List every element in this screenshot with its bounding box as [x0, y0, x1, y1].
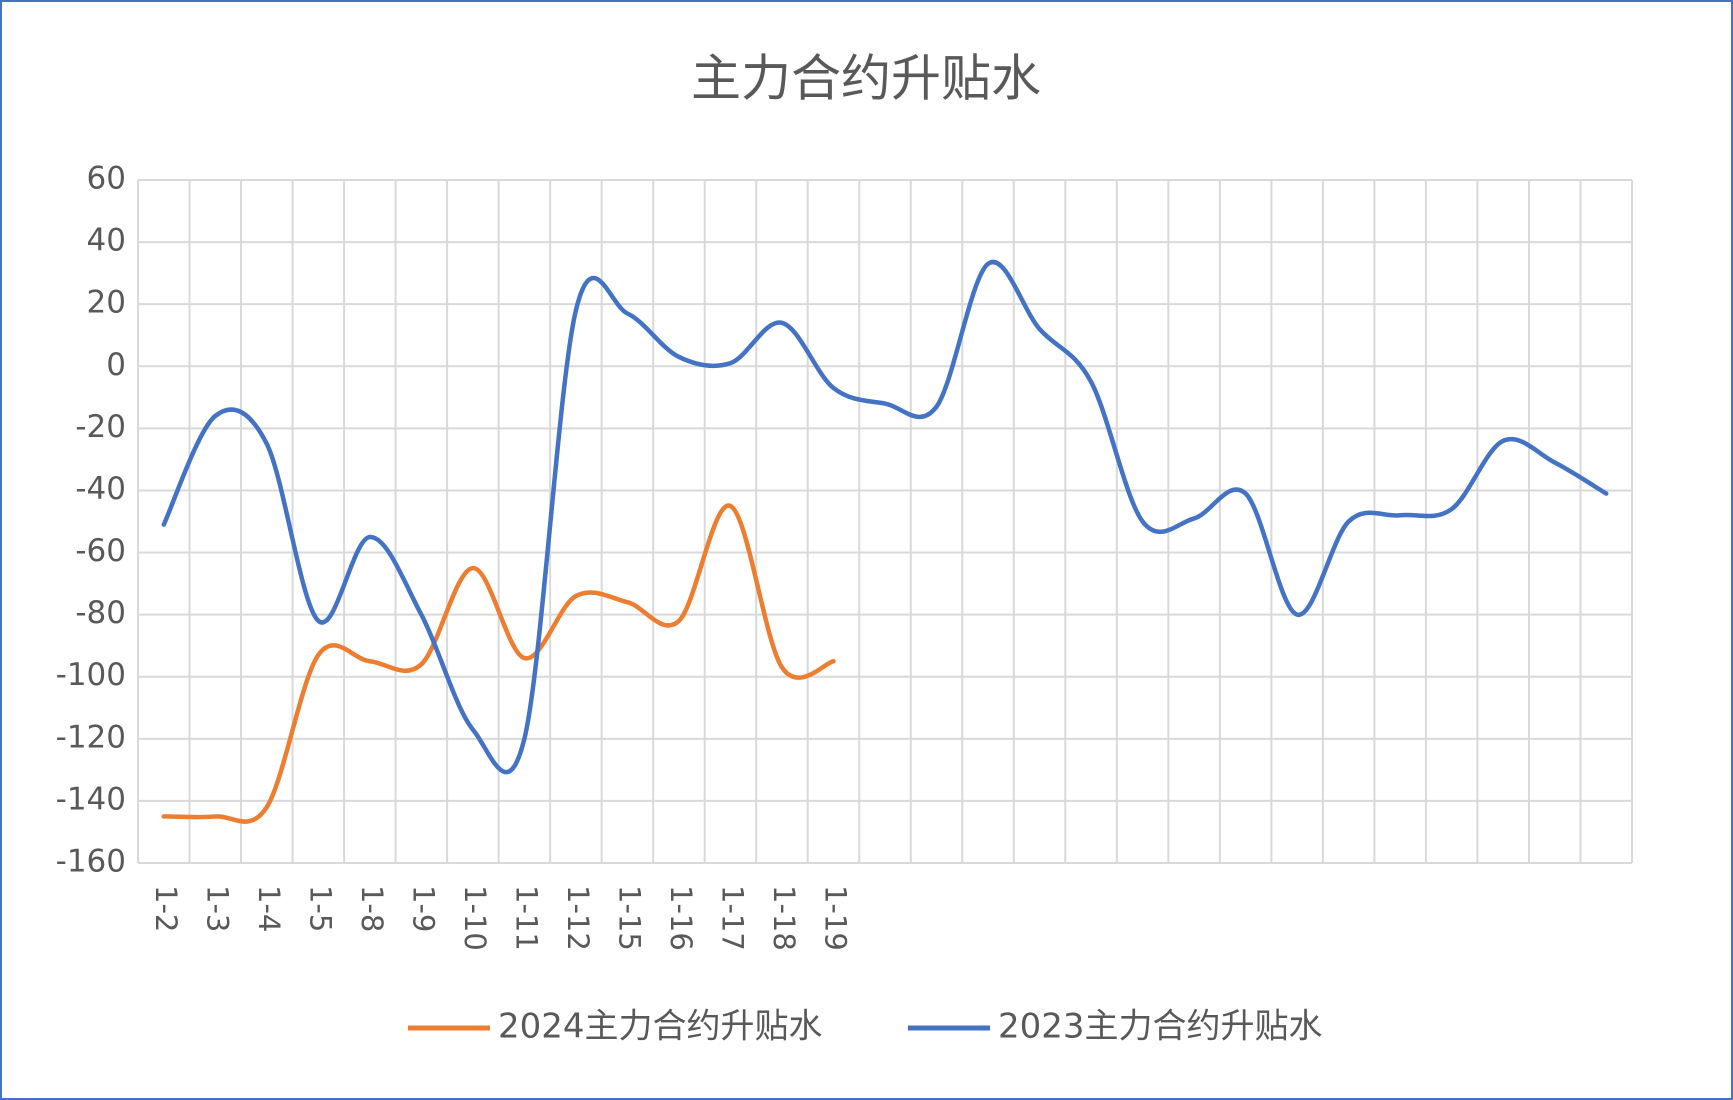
- y-tick-label: -60: [75, 533, 126, 569]
- x-tick-label: 1-8: [355, 885, 389, 932]
- x-tick-label: 1-15: [612, 885, 646, 951]
- x-tick-label: 1-19: [818, 885, 852, 951]
- y-tick-label: -120: [56, 719, 126, 755]
- y-tick-label: 0: [106, 347, 126, 383]
- y-tick-label: -160: [56, 844, 126, 880]
- x-tick-label: 1-11: [509, 885, 543, 951]
- line-series: [161, 259, 1609, 775]
- line-series: [161, 503, 836, 824]
- y-tick-label: -20: [75, 409, 126, 445]
- y-tick-label: -100: [56, 657, 126, 693]
- y-tick-label: 20: [87, 285, 126, 321]
- x-tick-label: 1-4: [252, 885, 286, 932]
- legend-label: 2023主力合约升贴水: [998, 1007, 1323, 1047]
- x-tick-label: 1-9: [406, 885, 440, 932]
- y-tick-label: -40: [75, 471, 126, 507]
- x-tick-label: 1-16: [664, 885, 698, 951]
- chart-title: 主力合约升贴水: [691, 50, 1041, 108]
- y-tick-label: -80: [75, 595, 126, 631]
- y-tick-label: 60: [87, 161, 126, 197]
- x-tick-label: 1-12: [561, 885, 595, 951]
- x-tick-label: 1-3: [200, 885, 234, 932]
- legend-label: 2024主力合约升贴水: [498, 1007, 823, 1047]
- y-tick-label: -140: [56, 781, 126, 817]
- x-tick-label: 1-10: [458, 885, 492, 951]
- y-tick-label: 40: [87, 223, 126, 259]
- x-tick-label: 1-18: [767, 885, 801, 951]
- x-tick-label: 1-5: [303, 885, 337, 932]
- x-tick-label: 1-2: [149, 885, 183, 932]
- x-tick-label: 1-17: [715, 885, 749, 951]
